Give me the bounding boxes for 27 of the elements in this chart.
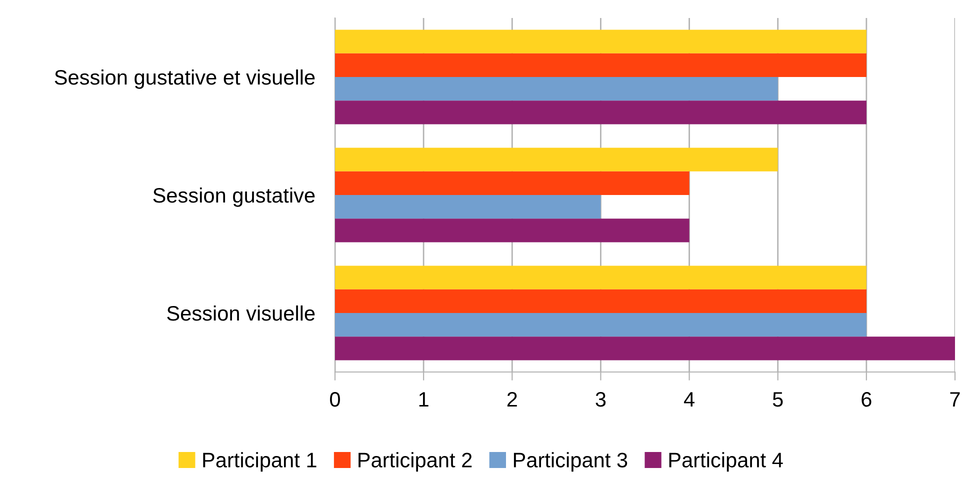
- x-tick-label: 4: [684, 392, 694, 407]
- x-tick-label: 7: [950, 392, 960, 407]
- x-tick-label: 0: [330, 392, 340, 407]
- x-tick-label: 1: [419, 392, 428, 407]
- bar: [335, 77, 778, 101]
- bar: [335, 266, 866, 290]
- bar: [335, 30, 866, 54]
- bar: [335, 148, 778, 172]
- y-tick-label: Session gustative et visuelle: [54, 69, 315, 89]
- legend-label: Participant 2: [358, 452, 472, 472]
- bar: [335, 100, 866, 124]
- x-tick-label: 5: [772, 392, 783, 407]
- bar: [335, 313, 866, 337]
- x-tick-label: 3: [596, 392, 606, 407]
- legend-label: Participant 1: [203, 452, 316, 472]
- bar: [335, 218, 690, 242]
- bar: [335, 195, 601, 219]
- y-tick-label: Session gustative: [153, 187, 315, 207]
- bar: [335, 53, 866, 77]
- bar: [335, 289, 866, 313]
- bar: [335, 171, 690, 195]
- bar: [335, 336, 955, 360]
- legend-label: Participant 3: [514, 452, 628, 472]
- y-tick-label: Session visuelle: [167, 305, 315, 321]
- legend-label: Participant 4: [669, 452, 783, 472]
- x-tick-label: 2: [507, 392, 517, 407]
- x-tick-label: 6: [862, 392, 872, 407]
